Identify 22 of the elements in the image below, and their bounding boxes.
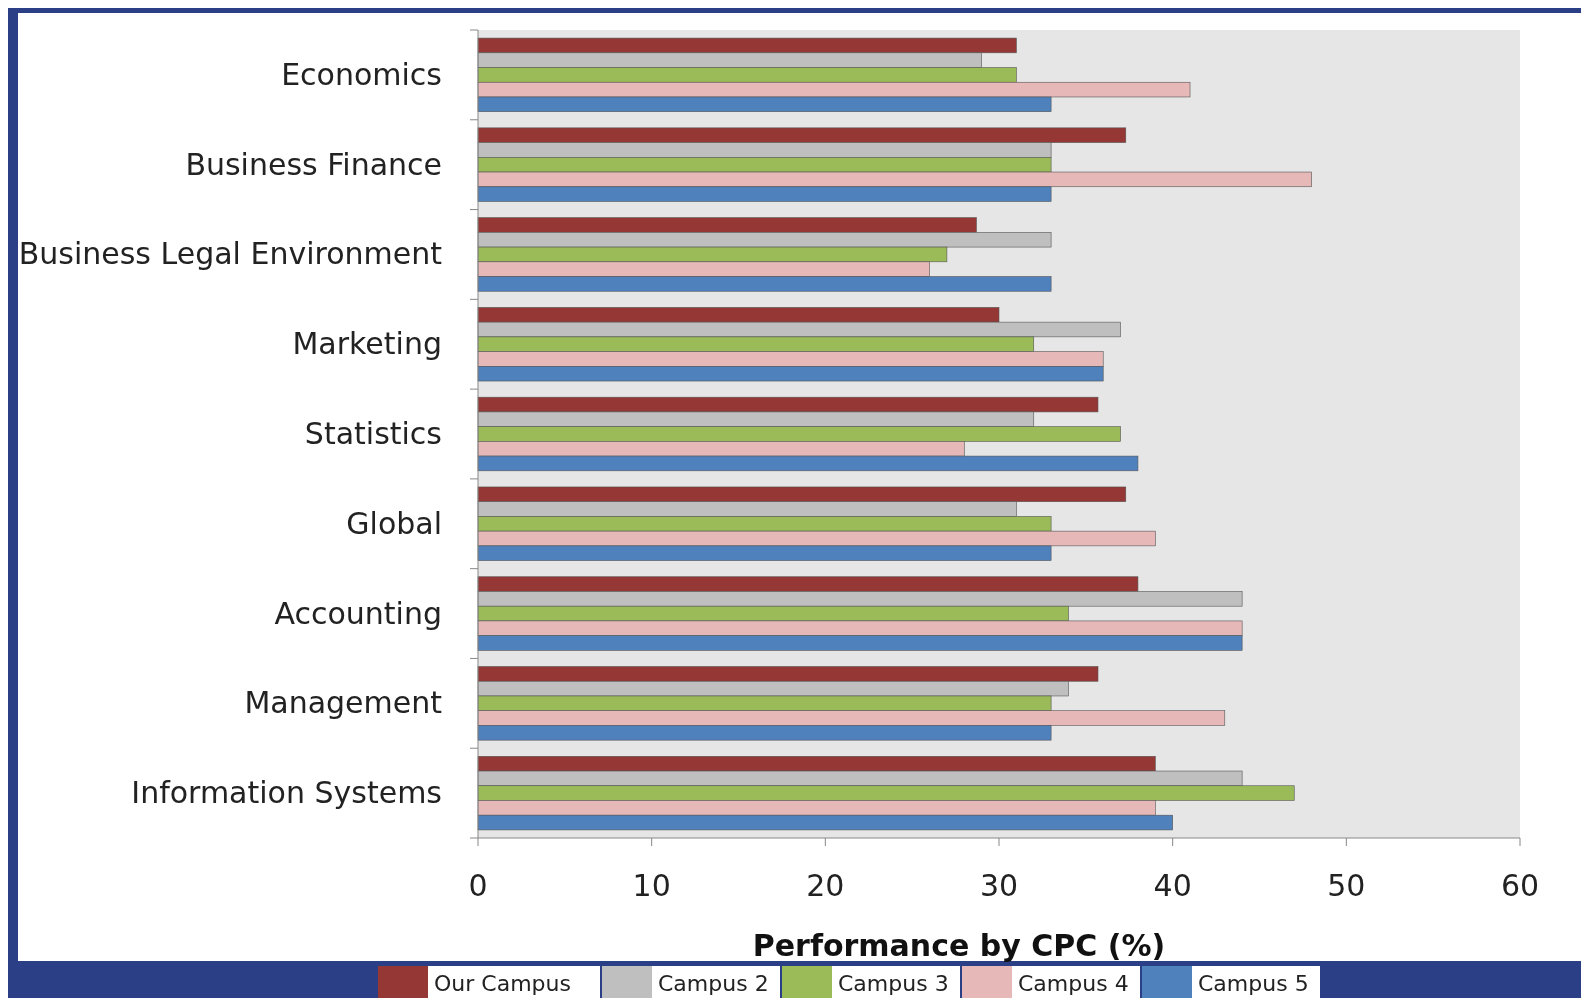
- legend-label: Campus 2: [658, 971, 769, 996]
- legend-label: Our Campus: [434, 971, 571, 996]
- y-tick-label: Business Legal Environment: [18, 236, 443, 272]
- y-tick-label: Management: [244, 685, 443, 721]
- legend-label: Campus 3: [838, 971, 949, 996]
- y-tick-label: Accounting: [274, 595, 442, 631]
- y-tick-label: Global: [346, 505, 442, 541]
- y-tick-label: Economics: [281, 56, 442, 92]
- legend-label: Campus 5: [1198, 971, 1309, 996]
- x-tick-label: 30: [979, 868, 1019, 903]
- y-tick-label: Statistics: [304, 416, 442, 451]
- legend-label: Campus 4: [1018, 971, 1129, 996]
- x-tick-label: 0: [468, 868, 488, 903]
- y-tick-label: Marketing: [292, 326, 442, 362]
- y-tick-label: Business Finance: [185, 146, 442, 182]
- x-axis-title: Performance by CPC (%): [752, 928, 1166, 963]
- x-tick-label: 40: [1153, 868, 1192, 903]
- x-tick-label: 10: [632, 868, 671, 903]
- x-tick-label: 50: [1327, 868, 1366, 903]
- y-tick-label: Information Systems: [131, 775, 442, 811]
- x-tick-label: 20: [806, 868, 845, 903]
- x-tick-label: 60: [1500, 868, 1540, 903]
